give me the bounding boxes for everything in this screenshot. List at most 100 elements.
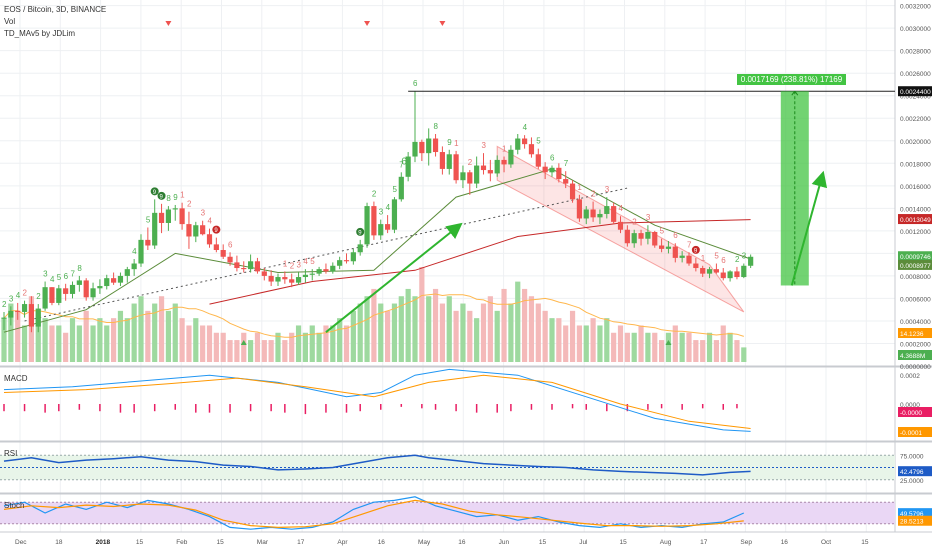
volume-bar [337, 318, 343, 362]
x-axis-tick-label: Mar [257, 539, 269, 546]
candle-body [21, 304, 28, 312]
stoch-band [0, 502, 895, 524]
td-count-label: 6 [228, 240, 233, 249]
x-axis-tick-label: 15 [217, 539, 225, 546]
candle-body [686, 255, 692, 264]
candle-body [69, 284, 76, 294]
x-axis-tick-label: 17 [700, 539, 708, 546]
candle-body [371, 206, 377, 236]
candle-body [337, 260, 343, 266]
volume-bar [549, 318, 555, 362]
volume-bar [165, 310, 171, 362]
td-count-label: 1 [502, 145, 507, 154]
x-axis-tick-label: 15 [861, 539, 869, 546]
candle-body [700, 268, 706, 274]
volume-bar [631, 332, 637, 362]
volume-bar [720, 325, 726, 362]
candle-body [8, 310, 14, 318]
td-count-label: 1 [577, 183, 582, 192]
td-count-label: 6 [673, 231, 678, 240]
volume-bar [371, 288, 377, 362]
volume-bar [583, 325, 589, 362]
candle-body [193, 225, 199, 237]
volume-bar [419, 267, 425, 362]
volume-bar [111, 318, 117, 362]
td-count-label: 2 [632, 218, 637, 227]
td-count-label: 5 [392, 185, 397, 194]
y-axis-tick-label: 0.0028000 [900, 49, 931, 56]
volume-bar [138, 296, 144, 362]
candle-body [15, 310, 21, 312]
candle-body [275, 277, 281, 282]
candle-body [104, 278, 110, 287]
candle-body [234, 262, 240, 269]
y-axis-tick-label: 0.0014000 [900, 206, 931, 213]
td-count-label: 4 [16, 291, 21, 300]
candle-body [364, 206, 370, 245]
volume-bar [652, 332, 658, 362]
td-count-label: 6 [413, 79, 418, 88]
volume-bar [474, 318, 480, 362]
volume-bar [453, 310, 459, 362]
x-axis-tick-label: 17 [297, 539, 305, 546]
volume-bar [97, 318, 103, 362]
candle-body [727, 271, 733, 279]
candle-body [398, 176, 404, 200]
candle-body [446, 154, 452, 169]
volume-bar [145, 310, 151, 362]
measure-label: 0.0017169 (238.81%) 17169 [736, 74, 847, 86]
td-count-label: 2 [2, 300, 7, 309]
candle-body [597, 213, 603, 218]
volume-bar [117, 310, 124, 362]
candle-body [556, 167, 562, 180]
y-axis-tick-label: 0.0012000 [900, 229, 931, 236]
volume-bar [206, 325, 213, 362]
volume-bar [412, 296, 418, 362]
volume-bar [569, 310, 576, 362]
macd-y-tick-label: 0.0002 [900, 373, 920, 380]
sell-marker [364, 21, 371, 26]
td-count-label: 5 [536, 137, 541, 146]
volume-bar [357, 303, 363, 362]
candle-body [563, 179, 569, 184]
signal-line [3, 374, 751, 429]
td-count-label: 6 [64, 272, 69, 281]
volume-bar [638, 325, 644, 362]
candle-body [186, 224, 192, 237]
td-count-label: 1 [180, 191, 185, 200]
candle-body [254, 261, 261, 272]
td-count-label: 3 [43, 270, 48, 279]
volume-bar [679, 332, 685, 362]
candle-body [665, 246, 672, 249]
volume-bar [706, 332, 713, 362]
candle-body [583, 209, 589, 219]
volume-bar [611, 332, 617, 362]
volume-bar [624, 332, 630, 362]
candle-body [480, 165, 487, 171]
rsi-y-tick-label: 25.0000 [900, 478, 924, 485]
candle-body [542, 166, 548, 173]
candle-body [439, 152, 445, 169]
volume-bar [659, 340, 665, 362]
candle-body [467, 172, 473, 184]
candle-body [645, 231, 651, 239]
y-axis-tick-label: 0.0008000 [900, 274, 931, 281]
x-axis-tick-label: May [418, 539, 431, 546]
volume-bar [131, 303, 137, 362]
candle-body [90, 288, 96, 298]
price-label: 0.0024400 [900, 89, 931, 96]
candle-body [672, 246, 678, 258]
td-indicator-label: TD_MAv5 by JDLim [4, 29, 75, 38]
volume-bar [686, 332, 692, 362]
stoch-value-box [898, 515, 932, 526]
price-label-box [898, 86, 932, 97]
stoch-d-line [3, 499, 744, 529]
volume-bar [1, 318, 7, 362]
td-count-label: 9 [447, 138, 452, 147]
volume-bar [104, 325, 110, 362]
volume-bar [248, 340, 254, 362]
volume-bar [741, 347, 747, 362]
volume-bar [213, 332, 219, 362]
td-count-label: 3 [646, 213, 651, 222]
